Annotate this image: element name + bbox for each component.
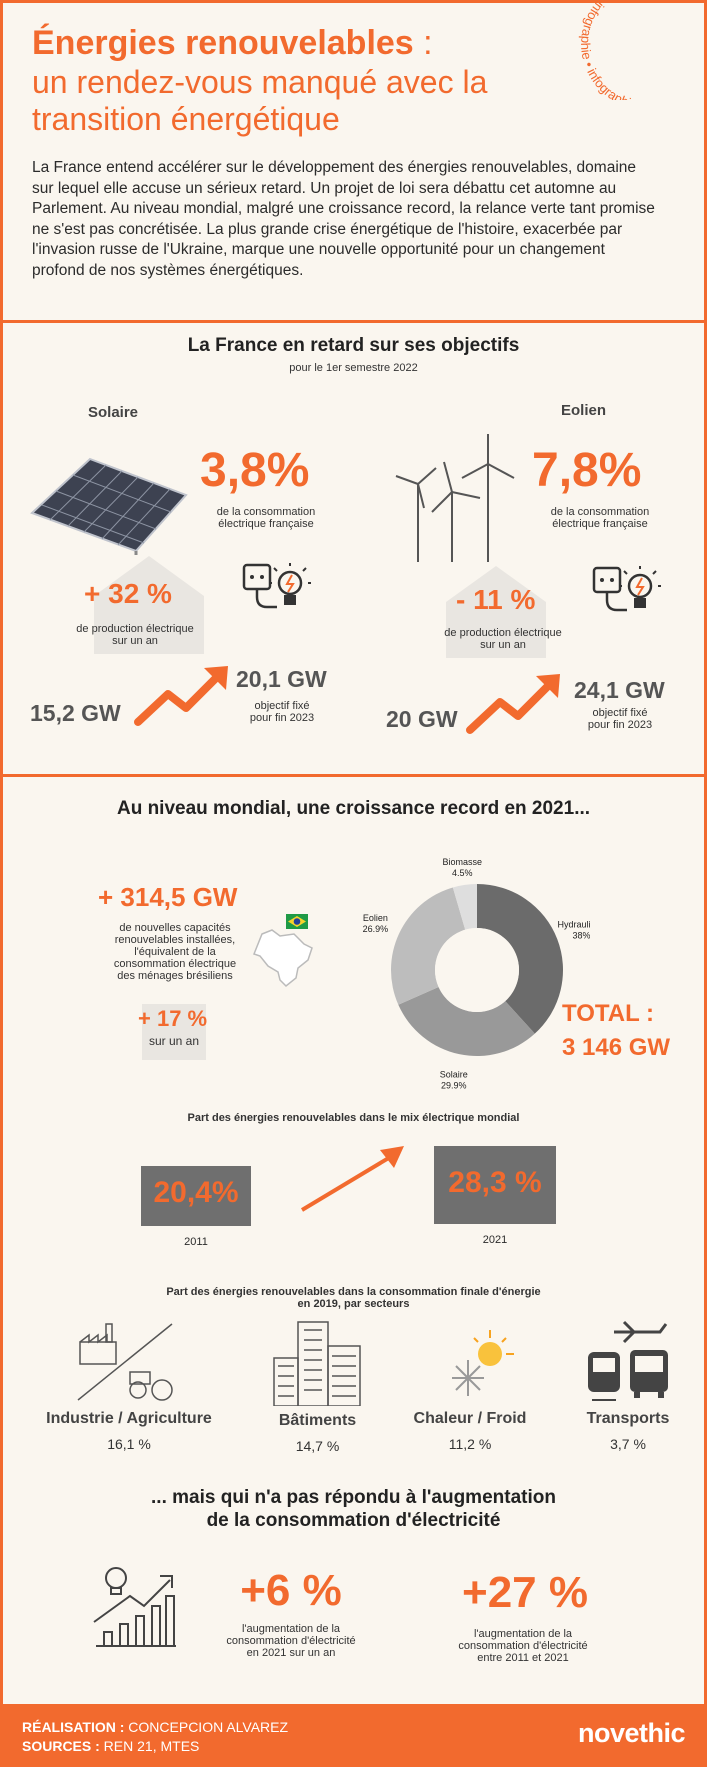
france-subheading: pour le 1er semestre 2022 xyxy=(289,362,418,374)
mix-2011-year: 2011 xyxy=(184,1236,208,1248)
plug-bulb-icon xyxy=(592,566,661,612)
industry-agriculture-icon xyxy=(77,1323,173,1401)
donut-value-label: 4.5% xyxy=(452,868,473,878)
world-capacity: + 314,5 GW xyxy=(98,882,238,912)
buildings-icon xyxy=(273,1321,361,1406)
solaire-label: Solaire xyxy=(88,404,139,421)
donut-label: Eolien xyxy=(363,913,388,923)
world-growth: + 17 % xyxy=(138,1006,208,1031)
house-shape xyxy=(446,566,546,658)
mix-2011-value: 20,4% xyxy=(153,1176,239,1209)
donut-slice-hydraulique xyxy=(477,884,563,1034)
eolien-growth-note: de production électrique sur un an xyxy=(444,627,562,651)
donut-slice-solaire xyxy=(398,986,535,1056)
eolien-growth: - 11 % xyxy=(456,584,536,615)
world-heading: Au niveau mondial, une croissance record… xyxy=(116,798,591,819)
plug-bulb-icon xyxy=(242,563,311,609)
stat1-value: +6 % xyxy=(240,1566,342,1615)
solaire-share: 3,8% xyxy=(200,444,310,497)
sector-name: Bâtiments xyxy=(278,1412,357,1429)
mix-2011-box xyxy=(141,1166,251,1226)
mix-2021-box xyxy=(434,1146,556,1224)
consumption-heading: ... mais qui n'a pas répondu à l'augment… xyxy=(151,1487,556,1531)
svg-text:infographie • infographie •: infographie • infographie • xyxy=(578,0,646,100)
growth-arrow-icon xyxy=(466,674,560,734)
donut-value-label: 29.9% xyxy=(441,1081,467,1090)
mix-heading: Part des énergies renouvelables dans le … xyxy=(187,1112,520,1124)
novethic-logo[interactable]: novethic xyxy=(577,1718,686,1748)
growth-arrow-icon xyxy=(134,666,228,726)
stat2-value: +27 % xyxy=(462,1568,588,1617)
house-shape xyxy=(94,556,204,654)
sector-value: 11,2 % xyxy=(448,1436,492,1452)
stat1-note: l'augmentation de la consommation d'élect… xyxy=(226,1623,356,1659)
page-subtitle: un rendez-vous manqué avec la transition… xyxy=(32,64,488,137)
consumption-growth-icon xyxy=(93,1567,176,1647)
mix-2021-year: 2021 xyxy=(482,1234,508,1246)
sources-line: SOURCES : REN 21, MTES xyxy=(22,1738,200,1754)
donut-value-label: 38% xyxy=(572,931,590,941)
sector-value: 3,7 % xyxy=(610,1436,646,1452)
infographie-badge: infographie • infographie • xyxy=(578,0,646,100)
world-growth-note: sur un an xyxy=(148,1034,200,1048)
solaire-gw-to: 20,1 GW xyxy=(236,666,327,692)
sector-name: Industrie / Agriculture xyxy=(46,1410,212,1427)
eolien-gw-to: 24,1 GW xyxy=(574,677,665,703)
donut-slice-eolien xyxy=(391,887,466,1005)
solar-panel-icon xyxy=(30,457,188,555)
solaire-gw-from: 15,2 GW xyxy=(30,700,121,726)
heat-cold-icon xyxy=(452,1330,514,1396)
transport-icon xyxy=(588,1320,668,1401)
brazil-map-icon xyxy=(253,914,313,988)
france-heading: La France en retard sur ses objectifs xyxy=(187,335,520,356)
solaire-target-note: objectif fixé pour fin 2023 xyxy=(249,700,315,724)
footer: RÉALISATION : CONCEPCION ALVAREZ SOURCES… xyxy=(0,1704,707,1767)
donut-label: Hydraulique xyxy=(557,920,590,930)
wind-turbine-icon xyxy=(395,434,515,562)
solaire-growth: + 32 % xyxy=(84,578,172,609)
page-title: Énergies renouvelables : xyxy=(32,24,433,62)
donut-slice-biomasse xyxy=(452,884,477,930)
total-value: 3 146 GW xyxy=(562,1034,671,1061)
sector-value: 14,7 % xyxy=(295,1438,340,1454)
growth-arrow-icon xyxy=(300,1146,404,1212)
divider xyxy=(0,320,707,323)
sector-name: Transports xyxy=(586,1410,670,1427)
stat2-note: l'augmentation de la consommation d'élect… xyxy=(458,1628,588,1664)
solaire-share-note: de la consommation électrique française xyxy=(216,506,316,530)
eolien-label: Eolien xyxy=(561,402,607,419)
growth-box xyxy=(142,1004,206,1060)
total-label: TOTAL : xyxy=(562,1000,654,1027)
eolien-target-note: objectif fixé pour fin 2023 xyxy=(587,707,653,731)
sector-name: Chaleur / Froid xyxy=(413,1410,527,1427)
eolien-share: 7,8% xyxy=(532,444,642,497)
eolien-gw-from: 20 GW xyxy=(386,706,458,732)
eolien-share-note: de la consommation électrique française xyxy=(550,506,650,530)
sector-value: 16,1 % xyxy=(107,1436,151,1452)
credit-line: RÉALISATION : CONCEPCION ALVAREZ xyxy=(22,1719,289,1735)
world-capacity-note: de nouvelles capacités renouvelables inst… xyxy=(113,922,237,982)
mix-2021-value: 28,3 % xyxy=(448,1166,542,1199)
solaire-growth-note: de production électrique sur un an xyxy=(76,623,194,647)
donut-value-label: 26.9% xyxy=(363,924,389,934)
divider xyxy=(0,774,707,777)
sector-heading: Part des énergies renouvelables dans la … xyxy=(166,1286,541,1310)
intro-paragraph: La France entend accélérer sur le dévelo… xyxy=(32,159,655,279)
donut-hole xyxy=(435,928,519,1012)
donut-label: Solaire xyxy=(440,1070,468,1080)
donut-label: Biomasse xyxy=(442,857,482,867)
